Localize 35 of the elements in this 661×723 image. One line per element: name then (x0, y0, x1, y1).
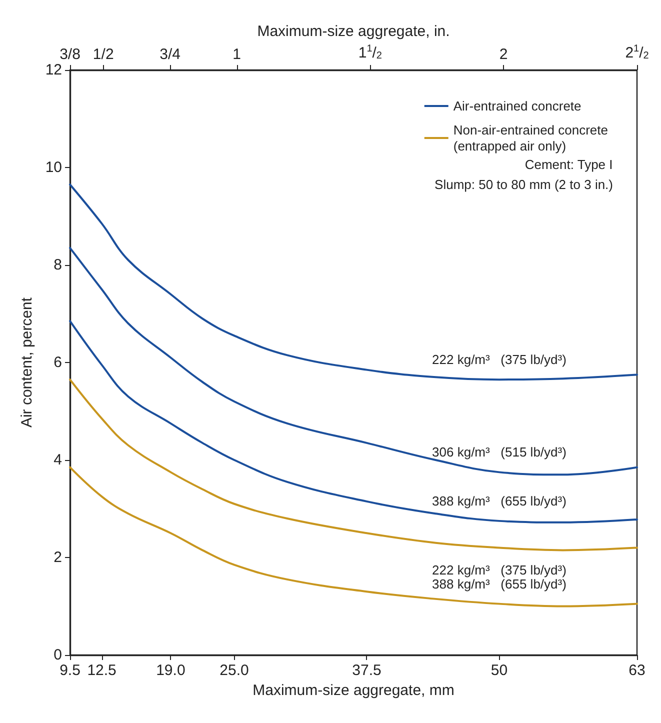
x2-axis-title: Maximum-size aggregate, in. (257, 23, 450, 40)
annotation: Cement: Type I (524, 157, 613, 172)
annotation: 388 kg/m³ (655 lb/yd³) (432, 576, 566, 592)
x2-tick-label: 1 (232, 46, 241, 63)
x-tick-label: 25.0 (220, 662, 249, 679)
line-series (69, 246, 638, 476)
annotation: 222 kg/m³ (375 lb/yd³) (432, 352, 566, 368)
y-tick-label: 12 (45, 62, 62, 78)
y-axis-title: Air content, percent (18, 296, 36, 428)
x2-tick-label: 3/8 (60, 46, 80, 63)
y-tick-label: 4 (54, 452, 62, 468)
x-tick-label: 50 (490, 662, 508, 679)
y-tick-label: 6 (54, 354, 62, 371)
legend-label: Non-air-entrained concrete (entrapped air only) (453, 122, 608, 154)
y-tick-label: 8 (54, 256, 62, 274)
legend-label: Air-entrained concrete (453, 98, 582, 114)
x2-tick-label: 3/4 (160, 46, 180, 63)
x-tick-label: 37.5 (352, 662, 382, 679)
y-tick-label: 10 (45, 159, 62, 176)
x2-tick-label: 1/2 (92, 46, 114, 63)
y-tick-label: 0 (54, 646, 62, 664)
annotation: Slump: 50 to 80 mm (2 to 3 in.) (434, 177, 614, 192)
annotation: 388 kg/m³ (655 lb/yd³) (432, 493, 566, 508)
x-axis-title: Maximum-size aggregate, mm (252, 682, 454, 699)
x-tick-label: 63 (628, 662, 646, 679)
y-tick-label: 2 (54, 549, 62, 566)
line-series (69, 378, 638, 552)
annotation: 306 kg/m³ (515 lb/yd³) (432, 444, 566, 460)
x2-tick-label: 2 (499, 46, 508, 63)
annotation: 222 kg/m³ (375 lb/yd³) (432, 562, 566, 578)
line-series (69, 320, 638, 524)
x-tick-label: 12.5 (87, 662, 116, 679)
x-tick-label: 9.5 (60, 662, 80, 679)
x-tick-label: 19.0 (156, 662, 186, 679)
line-series (69, 466, 638, 608)
